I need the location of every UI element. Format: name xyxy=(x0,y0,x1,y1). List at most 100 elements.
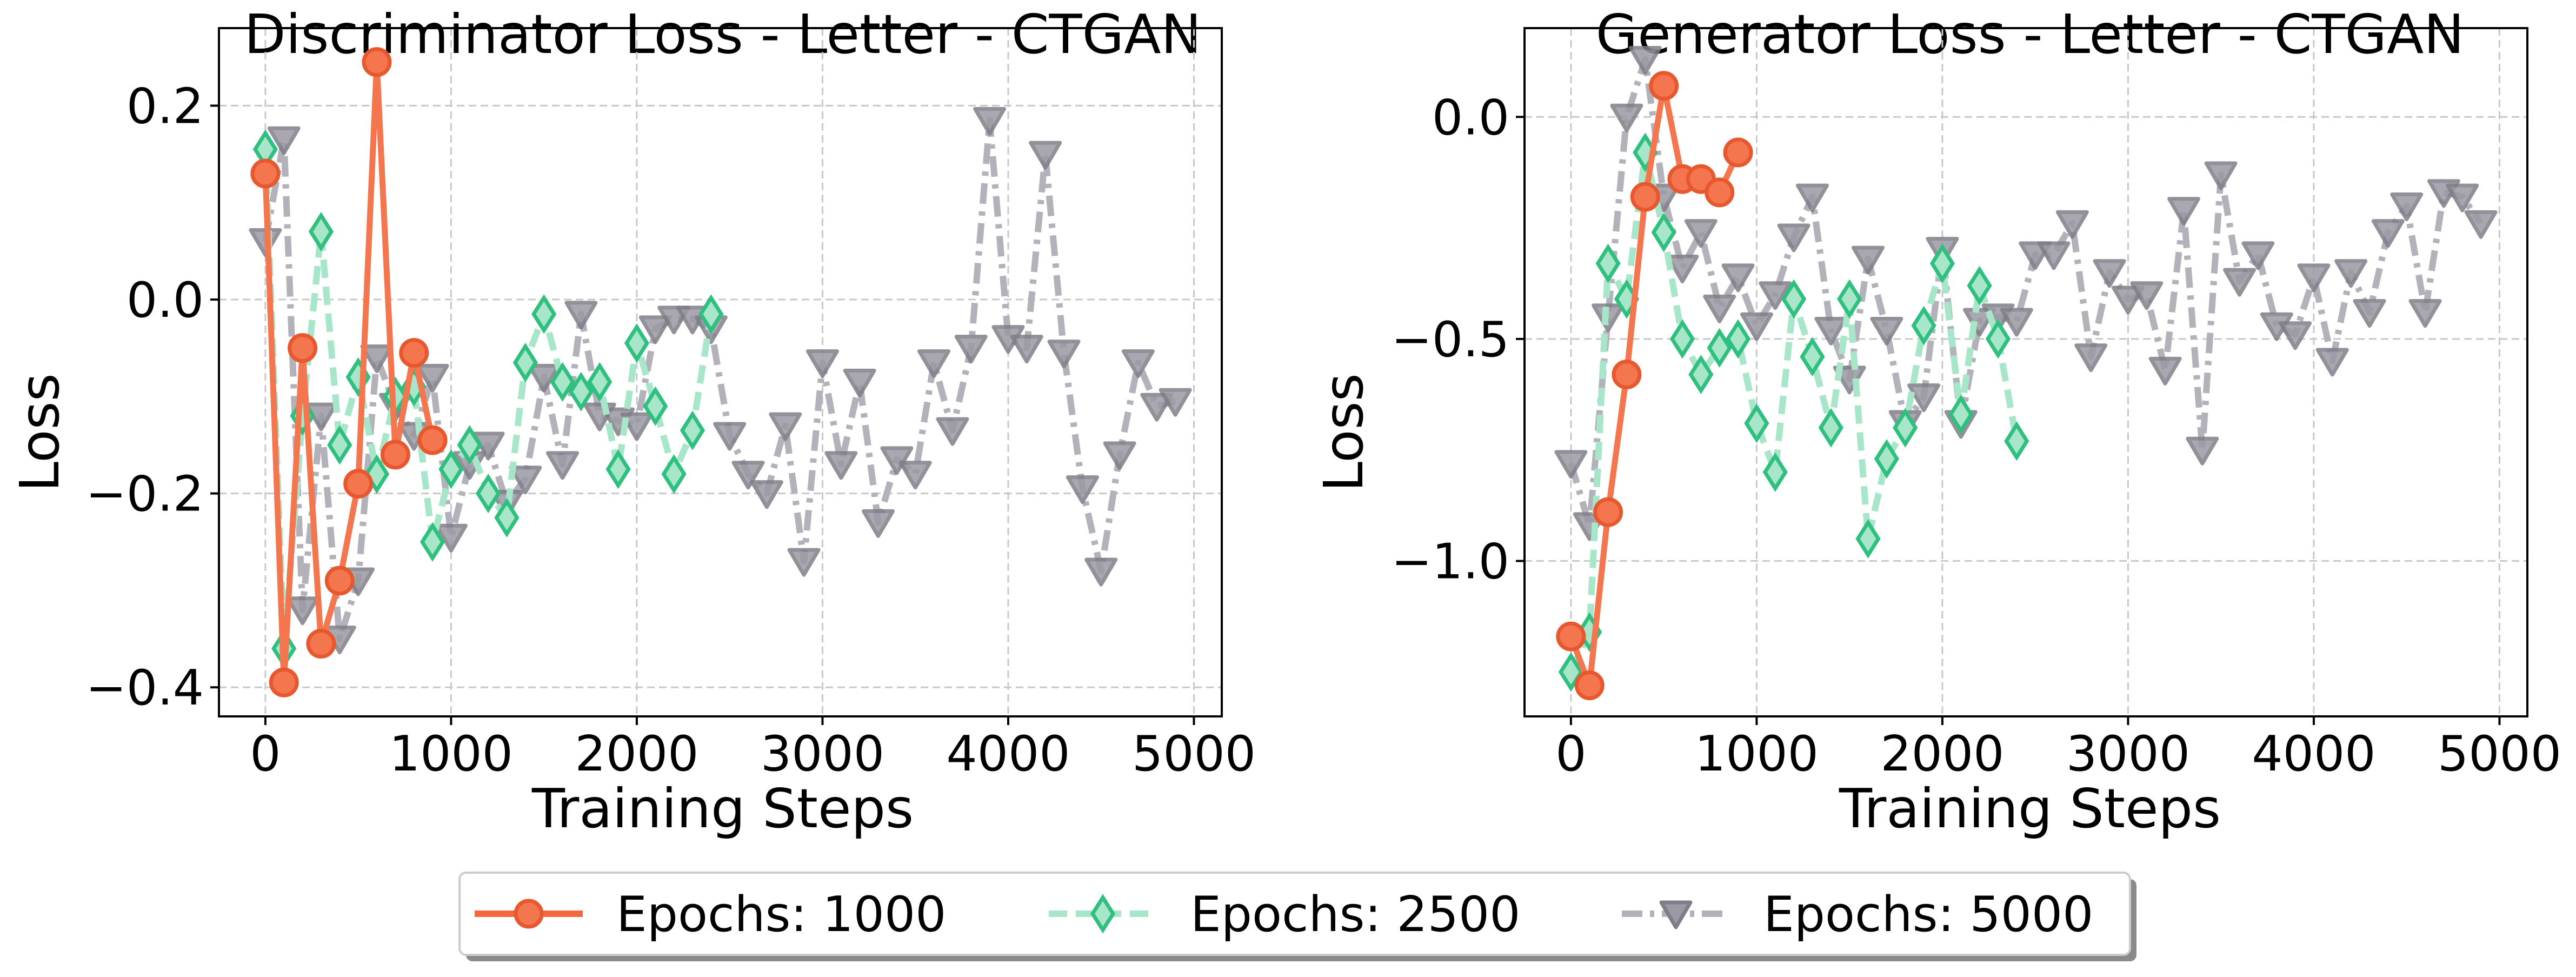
data-point xyxy=(2055,210,2089,239)
data-point xyxy=(1907,383,1941,413)
data-point xyxy=(267,126,301,155)
data-point xyxy=(2074,343,2108,373)
data-point xyxy=(936,417,969,446)
data-point xyxy=(362,47,392,77)
data-point xyxy=(2130,281,2164,310)
data-point xyxy=(308,211,334,252)
legend-entry: Epochs: 2500 xyxy=(1049,886,1520,943)
data-point xyxy=(1593,497,1623,527)
data-point xyxy=(880,446,914,475)
data-point xyxy=(509,466,542,495)
data-point xyxy=(1744,403,1769,443)
x-tick-label: 5000 xyxy=(2438,726,2561,782)
data-point xyxy=(494,497,520,537)
data-point xyxy=(306,629,336,659)
data-point xyxy=(1084,557,1118,587)
data-point xyxy=(420,522,445,562)
data-point xyxy=(1610,103,1643,132)
data-point xyxy=(750,480,783,509)
data-point xyxy=(2241,241,2275,270)
legend-label: Epochs: 2500 xyxy=(1190,886,1520,943)
data-point xyxy=(380,440,410,470)
data-point xyxy=(769,412,802,441)
x-tick-label: 5000 xyxy=(1132,726,1256,782)
data-point xyxy=(787,548,821,577)
data-point xyxy=(1725,319,1751,359)
y-axis-label: Loss xyxy=(1312,373,1375,491)
data-point xyxy=(2371,219,2405,248)
data-point xyxy=(568,371,594,411)
legend-frame xyxy=(458,872,2131,956)
data-point xyxy=(898,461,932,490)
data-point xyxy=(1705,177,1735,208)
series-epochs-1000 xyxy=(1556,71,1753,701)
data-point xyxy=(1556,621,1586,652)
data-point xyxy=(1628,45,1662,75)
data-point xyxy=(250,158,281,189)
data-point xyxy=(1630,182,1660,212)
data-point xyxy=(550,362,575,402)
data-point xyxy=(1574,670,1605,701)
data-point xyxy=(2334,259,2368,288)
data-point xyxy=(1103,441,1136,470)
data-point xyxy=(1721,263,1755,293)
data-point xyxy=(1666,254,1699,283)
data-point xyxy=(1967,265,1992,305)
data-point xyxy=(2186,436,2219,466)
plot-frame xyxy=(218,27,1223,717)
data-point xyxy=(954,335,988,364)
x-tick-label: 1000 xyxy=(1695,726,1819,782)
data-point xyxy=(1948,394,1974,435)
data-point xyxy=(731,461,765,490)
y-tick-label: 0.0 xyxy=(1432,89,1509,146)
data-point xyxy=(587,362,613,402)
data-point xyxy=(416,363,449,393)
y-tick-label: −0.5 xyxy=(1391,311,1509,368)
data-point xyxy=(360,344,394,374)
x-tick-label: 1000 xyxy=(389,726,513,782)
data-point xyxy=(661,454,687,494)
data-point xyxy=(973,107,1007,136)
data-point xyxy=(2315,348,2349,377)
x-axis-label: Training Steps xyxy=(1839,777,2221,840)
data-point xyxy=(343,469,374,499)
x-tick-label: 0 xyxy=(250,726,281,782)
x-tick-label: 4000 xyxy=(2252,726,2375,782)
data-point xyxy=(2353,299,2386,328)
data-point xyxy=(713,422,747,451)
data-point xyxy=(1781,279,1807,319)
triangle-down-icon xyxy=(1659,900,1693,929)
y-tick-label: 0.0 xyxy=(127,272,204,329)
data-point xyxy=(1029,141,1062,170)
data-point xyxy=(2000,308,2033,337)
data-point xyxy=(2204,161,2238,190)
data-point xyxy=(824,451,858,480)
x-tick-label: 2000 xyxy=(575,726,698,782)
series-epochs-2500 xyxy=(1558,132,2029,692)
chart-title: Generator Loss - Letter - CTGAN xyxy=(1596,3,2464,66)
data-point xyxy=(843,368,876,397)
data-point xyxy=(564,301,598,330)
data-point xyxy=(1159,388,1192,417)
data-point xyxy=(2464,210,2498,239)
data-point xyxy=(438,449,464,489)
data-point xyxy=(2279,321,2312,350)
data-point xyxy=(2093,259,2126,288)
x-tick-label: 2000 xyxy=(1880,726,2004,782)
legend-label: Epochs: 5000 xyxy=(1763,886,2093,943)
data-point xyxy=(1703,294,1736,323)
data-point xyxy=(512,343,538,383)
data-point xyxy=(2111,285,2145,315)
data-point xyxy=(324,566,355,596)
data-point xyxy=(286,596,319,626)
data-point xyxy=(2148,356,2182,386)
data-point xyxy=(531,294,557,334)
data-point xyxy=(1852,245,1885,275)
data-point xyxy=(1759,281,1792,310)
data-point xyxy=(1777,223,1810,252)
plot-frame xyxy=(1523,27,2528,717)
discriminator-loss-chart: Discriminator Loss - Letter - CTGAN Trai… xyxy=(8,3,1256,840)
data-point xyxy=(2297,263,2331,293)
